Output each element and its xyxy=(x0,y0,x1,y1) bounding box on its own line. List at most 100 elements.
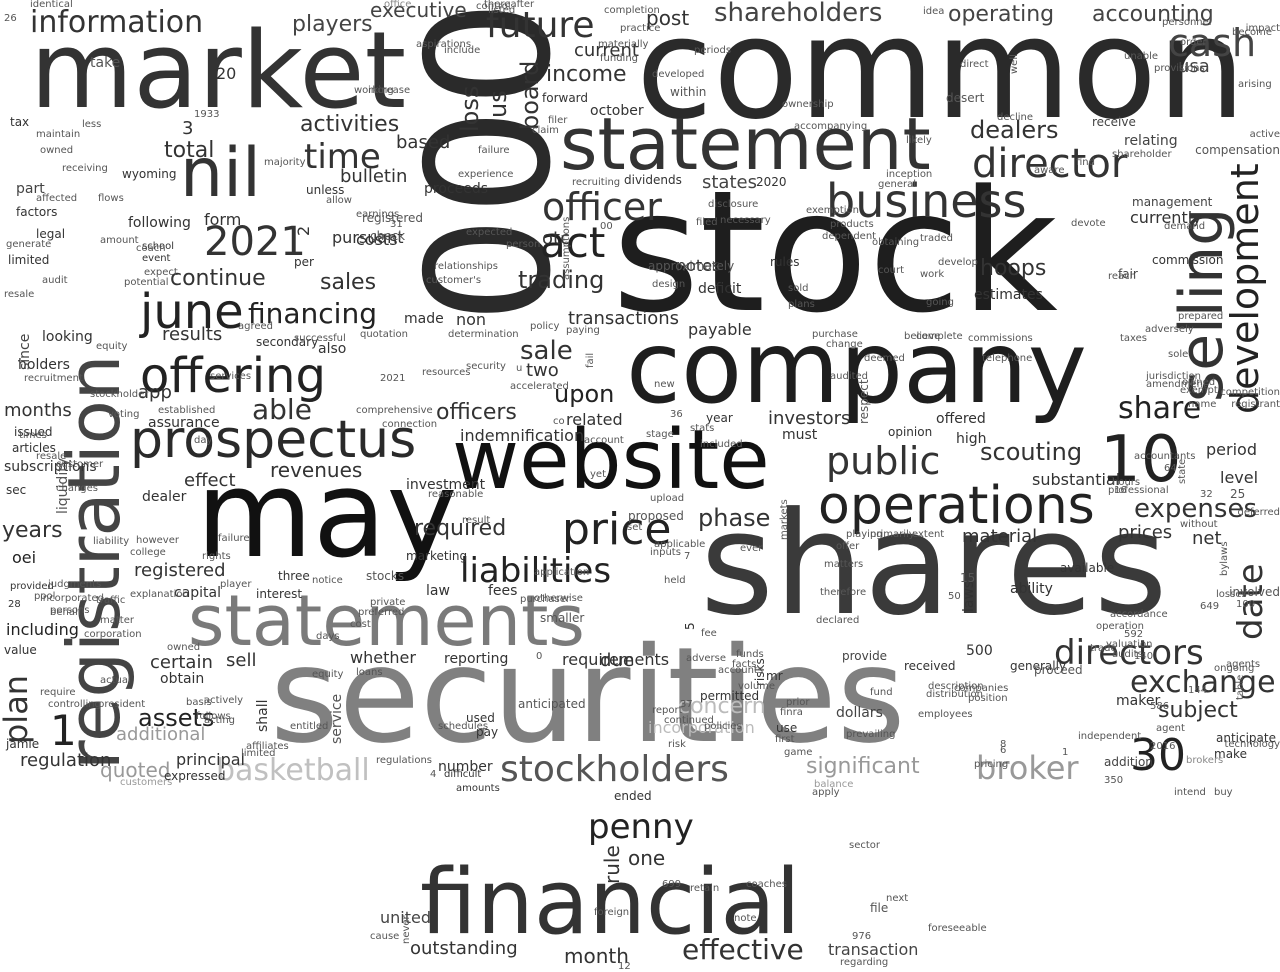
word-379: accompanying xyxy=(794,121,868,132)
word-183: addition xyxy=(1104,755,1153,769)
word-492: actively xyxy=(204,695,244,706)
word-412: coach xyxy=(136,243,166,254)
word-31: shareholders xyxy=(714,0,883,28)
word-199: incorporation xyxy=(648,718,755,737)
word-284: days xyxy=(316,631,340,642)
word-137: dealer xyxy=(142,489,187,505)
word-302: valuation xyxy=(1106,639,1153,650)
word-358: traded xyxy=(920,233,954,244)
word-113: receive xyxy=(1092,115,1136,129)
word-337: expected xyxy=(466,227,513,238)
word-237: sole xyxy=(1168,349,1189,360)
word-300: independent xyxy=(1078,731,1142,742)
word-243: maintain xyxy=(36,129,81,140)
word-344: resources xyxy=(422,367,471,378)
word-285: loans xyxy=(356,667,383,678)
word-99: costs xyxy=(356,230,398,249)
word-23: stockholders xyxy=(500,749,729,790)
word-377: shareholder xyxy=(1112,149,1172,160)
word-184: dollars xyxy=(836,705,883,721)
word-79: united xyxy=(380,908,431,927)
word-413: affected xyxy=(36,193,78,204)
word-215: check xyxy=(370,229,406,243)
word-321: funding xyxy=(600,53,639,64)
word-218: design xyxy=(652,279,686,290)
word-48: dealers xyxy=(970,116,1059,144)
word-143: three xyxy=(278,569,310,583)
word-409: day xyxy=(194,435,213,446)
word-207: jamie xyxy=(6,737,40,751)
word-104: school xyxy=(142,241,175,252)
word-81: file xyxy=(870,901,889,915)
word-126: articles xyxy=(12,441,56,455)
word-167: material xyxy=(962,526,1038,547)
word-431: involved xyxy=(1229,585,1280,599)
word-292: risk xyxy=(668,739,686,750)
word-425: take xyxy=(90,55,121,71)
word-467: 1 xyxy=(1062,747,1069,758)
word-32: june xyxy=(140,284,244,340)
word-131: including xyxy=(6,620,79,639)
word-91: usa xyxy=(1178,56,1210,77)
word-354: disclosure xyxy=(708,199,759,210)
word-305: buy xyxy=(1214,787,1233,798)
word-241: working xyxy=(354,85,394,96)
word-89: current xyxy=(574,40,639,61)
word-463: 976 xyxy=(852,931,872,942)
word-124: months xyxy=(4,400,72,421)
word-275: persons xyxy=(50,605,90,616)
word-144: principal xyxy=(176,750,245,769)
word-136: effect xyxy=(184,470,236,491)
word-476: apply xyxy=(812,787,840,798)
word-87: board xyxy=(516,60,544,130)
word-332: include xyxy=(444,45,481,56)
word-447: 15 xyxy=(960,571,976,585)
word-336: experience xyxy=(458,169,514,180)
word-177: laws xyxy=(961,580,977,612)
word-53: accounting xyxy=(1092,2,1214,27)
word-182: make xyxy=(1214,747,1247,761)
word-470: yet xyxy=(590,469,606,480)
word-29: future xyxy=(486,5,595,46)
word-238: jurisdiction xyxy=(1146,371,1201,382)
word-265: primarily xyxy=(870,529,915,540)
word-374: impact xyxy=(1245,23,1280,34)
word-200: 3 xyxy=(182,118,194,139)
word-312: coaches xyxy=(746,879,787,890)
word-5: may xyxy=(196,446,458,585)
word-450: 26 xyxy=(4,13,17,24)
word-451: 31 xyxy=(390,219,403,230)
word-21: director xyxy=(972,141,1128,187)
word-392: description xyxy=(928,681,984,692)
word-211: generate xyxy=(6,239,52,250)
word-429: failure xyxy=(218,533,250,544)
word-270: inputs xyxy=(650,547,681,558)
word-178: available xyxy=(1060,561,1115,575)
word-65: subject xyxy=(1158,698,1238,723)
word-365: telephone xyxy=(982,353,1033,364)
word-309: accounts xyxy=(718,665,764,676)
word-2: shares xyxy=(700,482,1168,647)
word-180: maker xyxy=(1116,693,1161,709)
word-78: rule xyxy=(600,845,624,884)
word-386: without xyxy=(1180,519,1218,530)
word-274: incorporated xyxy=(40,593,104,604)
word-401: continued xyxy=(664,715,714,726)
word-335: become xyxy=(1232,27,1273,38)
word-187: generally xyxy=(1010,659,1067,673)
word-120: wyoming xyxy=(122,167,177,181)
word-477: sector xyxy=(849,840,881,851)
word-47: sale xyxy=(520,336,573,366)
word-399: facts xyxy=(732,659,757,670)
word-323: control xyxy=(476,1,511,12)
word-232: sold xyxy=(788,283,809,294)
word-77: one xyxy=(628,846,666,870)
word-111: commission xyxy=(1152,253,1224,267)
word-51: effective xyxy=(682,933,804,966)
word-324: thereafter xyxy=(484,0,535,10)
word-20: business xyxy=(826,174,1027,228)
word-193: pay xyxy=(476,725,499,739)
word-24: officer xyxy=(542,185,662,229)
word-347: upload xyxy=(650,493,685,504)
word-70: officers xyxy=(436,400,517,425)
